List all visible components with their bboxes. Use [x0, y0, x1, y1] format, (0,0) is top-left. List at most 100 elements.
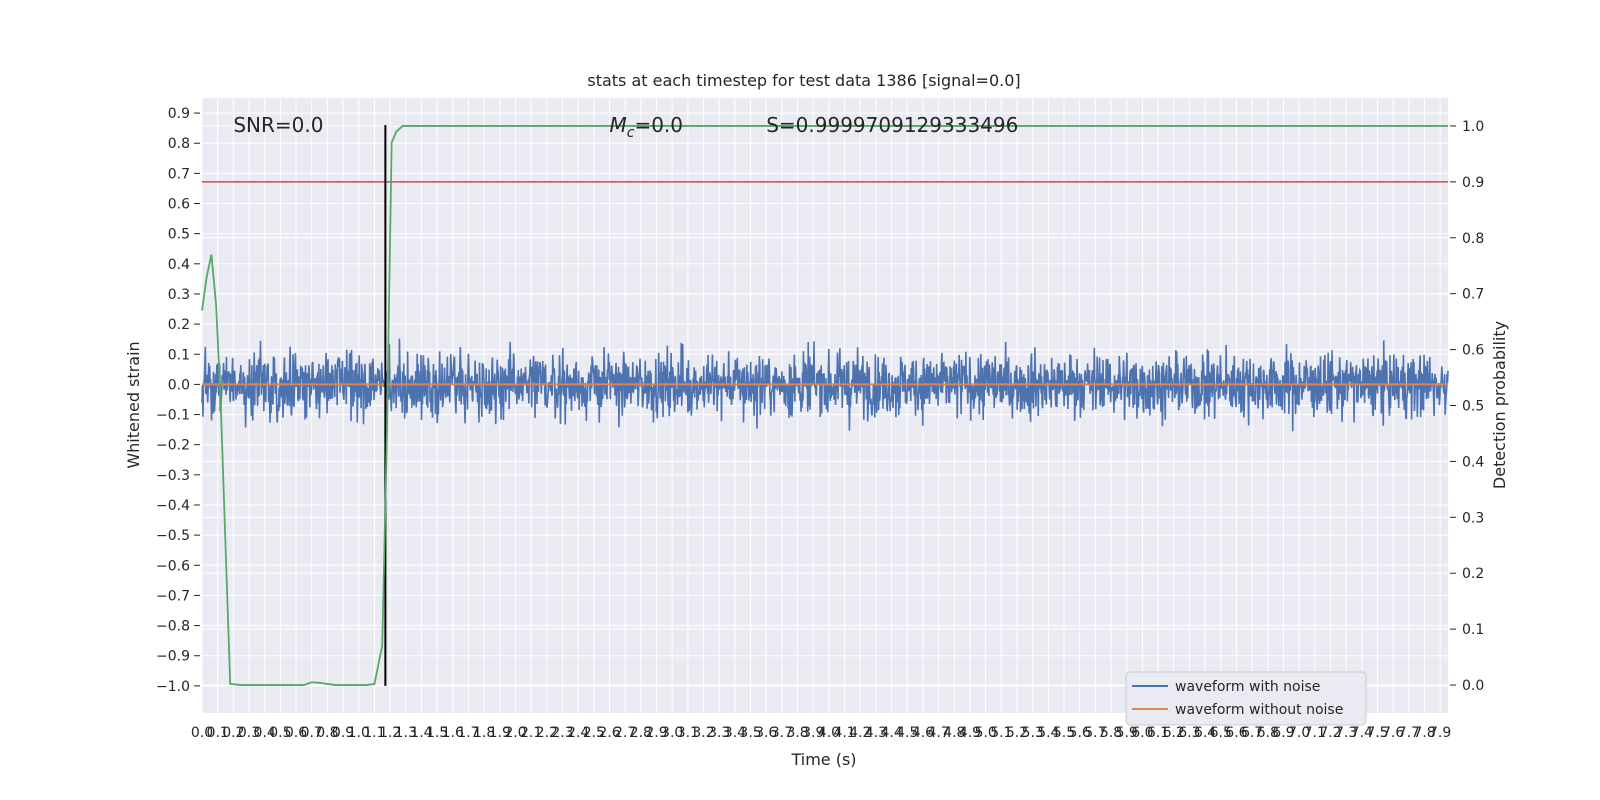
y-axis-right-label: Detection probability: [1490, 321, 1509, 489]
x-tick-label: 2.1: [520, 725, 542, 741]
y-tick-label: 0.9: [168, 106, 190, 122]
x-tick-label: 2.5: [583, 725, 605, 741]
y-tick-label: −0.1: [156, 408, 190, 424]
annotation: Mc=0.0: [609, 113, 683, 141]
x-tick-label: 0.7: [301, 725, 323, 741]
x-axis: 0.00.10.20.30.40.50.60.70.80.91.01.11.21…: [191, 725, 1451, 741]
x-tick-label: 4.9: [959, 725, 981, 741]
x-tick-label: 0.2: [222, 725, 244, 741]
x-tick-label: 4.3: [865, 725, 887, 741]
x-tick-label: 3.2: [692, 725, 714, 741]
noise-trace: [201, 338, 1449, 432]
chart-title: stats at each timestep for test data 138…: [587, 71, 1020, 90]
annotation: S=0.9999709129333496: [766, 113, 1018, 137]
x-tick-label: 6.6: [1225, 725, 1247, 741]
y-tick-label: 0.8: [168, 136, 190, 152]
x-tick-label: 7.2: [1319, 725, 1341, 741]
x-tick-label: 5.0: [975, 725, 997, 741]
x-tick-label: 0.6: [285, 725, 307, 741]
x-tick-label: 4.2: [849, 725, 871, 741]
x-tick-label: 5.6: [1069, 725, 1091, 741]
x-tick-label: 0.4: [254, 725, 276, 741]
x-tick-label: 2.0: [504, 725, 526, 741]
x-tick-label: 7.9: [1429, 725, 1451, 741]
x-tick-label: 5.7: [1084, 725, 1106, 741]
series-waveform-with-noise: [201, 338, 1449, 432]
x-tick-label: 6.8: [1257, 725, 1279, 741]
x-tick-label: 7.4: [1351, 725, 1373, 741]
x-tick-label: 5.5: [1053, 725, 1075, 741]
x-tick-label: 1.0: [348, 725, 370, 741]
x-tick-label: 1.7: [457, 725, 479, 741]
x-tick-label: 2.7: [614, 725, 636, 741]
y-tick-label: −0.2: [156, 438, 190, 454]
x-tick-label: 7.6: [1382, 725, 1404, 741]
x-tick-label: 3.6: [755, 725, 777, 741]
x-tick-label: 0.9: [332, 725, 354, 741]
x-tick-label: 1.6: [442, 725, 464, 741]
x-tick-label: 3.9: [802, 725, 824, 741]
x-tick-label: 4.7: [927, 725, 949, 741]
x-tick-label: 5.2: [1006, 725, 1028, 741]
y-right-tick-label: 0.1: [1462, 622, 1484, 638]
y-right-tick-label: 0.9: [1462, 175, 1484, 191]
y-right-tick-label: 0.8: [1462, 231, 1484, 247]
x-tick-label: 1.8: [473, 725, 495, 741]
x-tick-label: 0.1: [207, 725, 229, 741]
y-tick-label: −0.9: [156, 649, 190, 665]
x-tick-label: 4.6: [912, 725, 934, 741]
x-tick-label: 7.1: [1304, 725, 1326, 741]
x-tick-label: 2.2: [536, 725, 558, 741]
legend-frame: [1125, 671, 1367, 726]
x-tick-label: 6.0: [1131, 725, 1153, 741]
x-tick-label: 3.7: [771, 725, 793, 741]
y-axis-label: Whitened strain: [124, 341, 143, 468]
x-tick-label: 1.2: [379, 725, 401, 741]
x-tick-label: 0.8: [316, 725, 338, 741]
y-right-tick-label: 0.0: [1462, 678, 1484, 694]
x-tick-label: 3.5: [739, 725, 761, 741]
x-tick-label: 7.5: [1366, 725, 1388, 741]
series-detection-probability: [201, 125, 1448, 686]
x-tick-label: 1.9: [489, 725, 511, 741]
y-right-tick-label: 0.4: [1462, 454, 1484, 470]
y-tick-label: −1.0: [156, 679, 190, 695]
y-tick-label: −0.6: [156, 558, 190, 574]
x-tick-label: 1.1: [363, 725, 385, 741]
x-tick-label: 1.4: [410, 725, 432, 741]
y-tick-label: −0.7: [156, 588, 190, 604]
x-tick-label: 5.9: [1116, 725, 1138, 741]
x-tick-label: 4.5: [896, 725, 918, 741]
y-tick-label: 0.3: [168, 287, 190, 303]
x-tick-label: 0.0: [191, 725, 213, 741]
x-tick-label: 7.8: [1413, 725, 1435, 741]
x-tick-label: 4.8: [943, 725, 965, 741]
y-tick-label: −0.3: [156, 468, 190, 484]
y-tick-label: −0.5: [156, 528, 190, 544]
x-tick-label: 2.3: [551, 725, 573, 741]
x-tick-label: 1.3: [395, 725, 417, 741]
x-tick-label: 6.9: [1272, 725, 1294, 741]
x-tick-label: 7.3: [1335, 725, 1357, 741]
y-tick-label: −0.4: [156, 498, 190, 514]
x-tick-label: 6.5: [1210, 725, 1232, 741]
x-tick-label: 5.1: [990, 725, 1012, 741]
x-tick-label: 7.7: [1398, 725, 1420, 741]
x-tick-label: 6.7: [1241, 725, 1263, 741]
y-axis-left: 0.9 0.8 0.7 0.6 0.5 0.4 0.3 0.2 0.1 0.0 −0.1 −0.2 −0…: [156, 106, 200, 695]
x-tick-label: 0.5: [269, 725, 291, 741]
y-right-tick-label: 0.3: [1462, 510, 1484, 526]
x-tick-label: 3.1: [677, 725, 699, 741]
legend: waveform with noise waveform without noi…: [1125, 671, 1367, 726]
x-tick-label: 3.3: [708, 725, 730, 741]
x-tick-label: 2.4: [567, 725, 589, 741]
x-tick-label: 5.3: [1022, 725, 1044, 741]
overlay: [201, 125, 1448, 686]
x-tick-label: 2.6: [598, 725, 620, 741]
annotation: SNR=0.0: [233, 113, 323, 137]
x-tick-label: 3.4: [724, 725, 746, 741]
y-tick-label: 0.7: [168, 166, 190, 182]
y-tick-label: 0.0: [168, 377, 190, 393]
x-tick-label: 3.8: [786, 725, 808, 741]
